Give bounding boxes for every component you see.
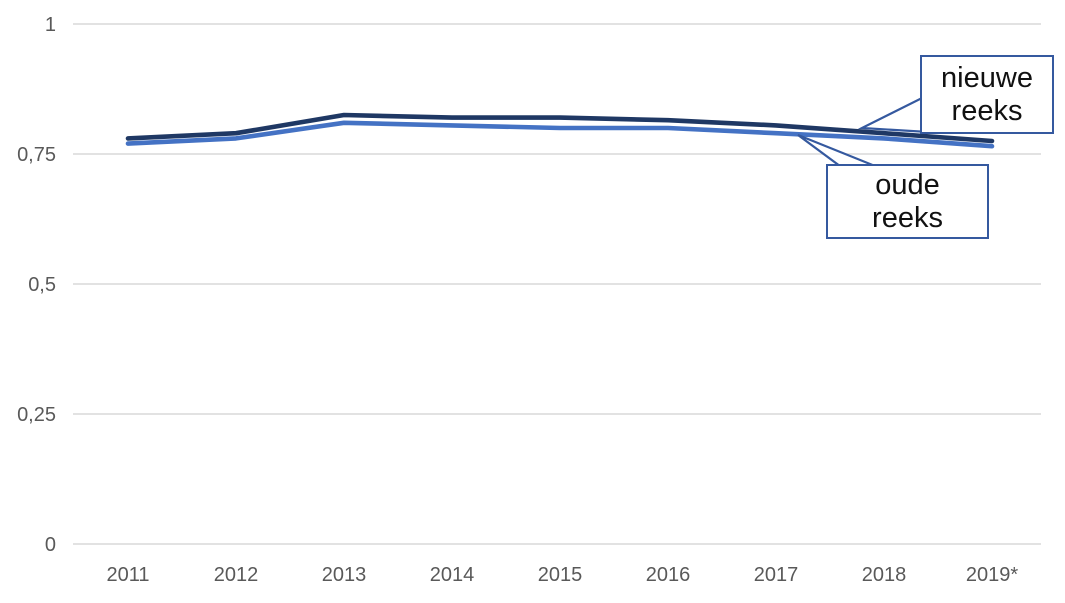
- x-axis-tick-label: 2011: [106, 564, 149, 586]
- y-axis-tick-label: 0: [45, 534, 56, 556]
- x-axis-tick-label: 2018: [862, 564, 907, 586]
- x-axis-tick-label: 2012: [214, 564, 259, 586]
- callout-leader-nieuwe-reeks: [857, 93, 930, 134]
- callout-nieuwe-reeks-line2: reeks: [951, 94, 1023, 127]
- x-axis-tick-label: 2015: [538, 564, 583, 586]
- callout-oude-reeks-line2: reeks: [872, 201, 943, 234]
- series-line-oude-reeks: [125, 120, 995, 149]
- x-axis-tick-label: 2014: [430, 564, 475, 586]
- callout-nieuwe-reeks-line1: nieuwe: [941, 62, 1033, 95]
- x-axis-tick-label: 2016: [646, 564, 691, 586]
- x-axis-tick-label: 2013: [322, 564, 367, 586]
- callout-nieuwe-reeks: nieuwe reeks: [920, 55, 1054, 134]
- callout-oude-reeks: oude reeks: [826, 164, 989, 239]
- y-axis-tick-label: 1: [45, 14, 56, 36]
- y-axis-tick-label: 0,75: [17, 144, 56, 166]
- x-axis-tick-label: 2017: [754, 564, 799, 586]
- y-axis-tick-label: 0,25: [17, 404, 56, 426]
- series-line-nieuwe-reeks: [125, 112, 995, 144]
- y-axis-tick-label: 0,5: [28, 274, 56, 296]
- callout-oude-reeks-line1: oude: [875, 169, 940, 202]
- x-axis-tick-label: 2019*: [966, 564, 1018, 586]
